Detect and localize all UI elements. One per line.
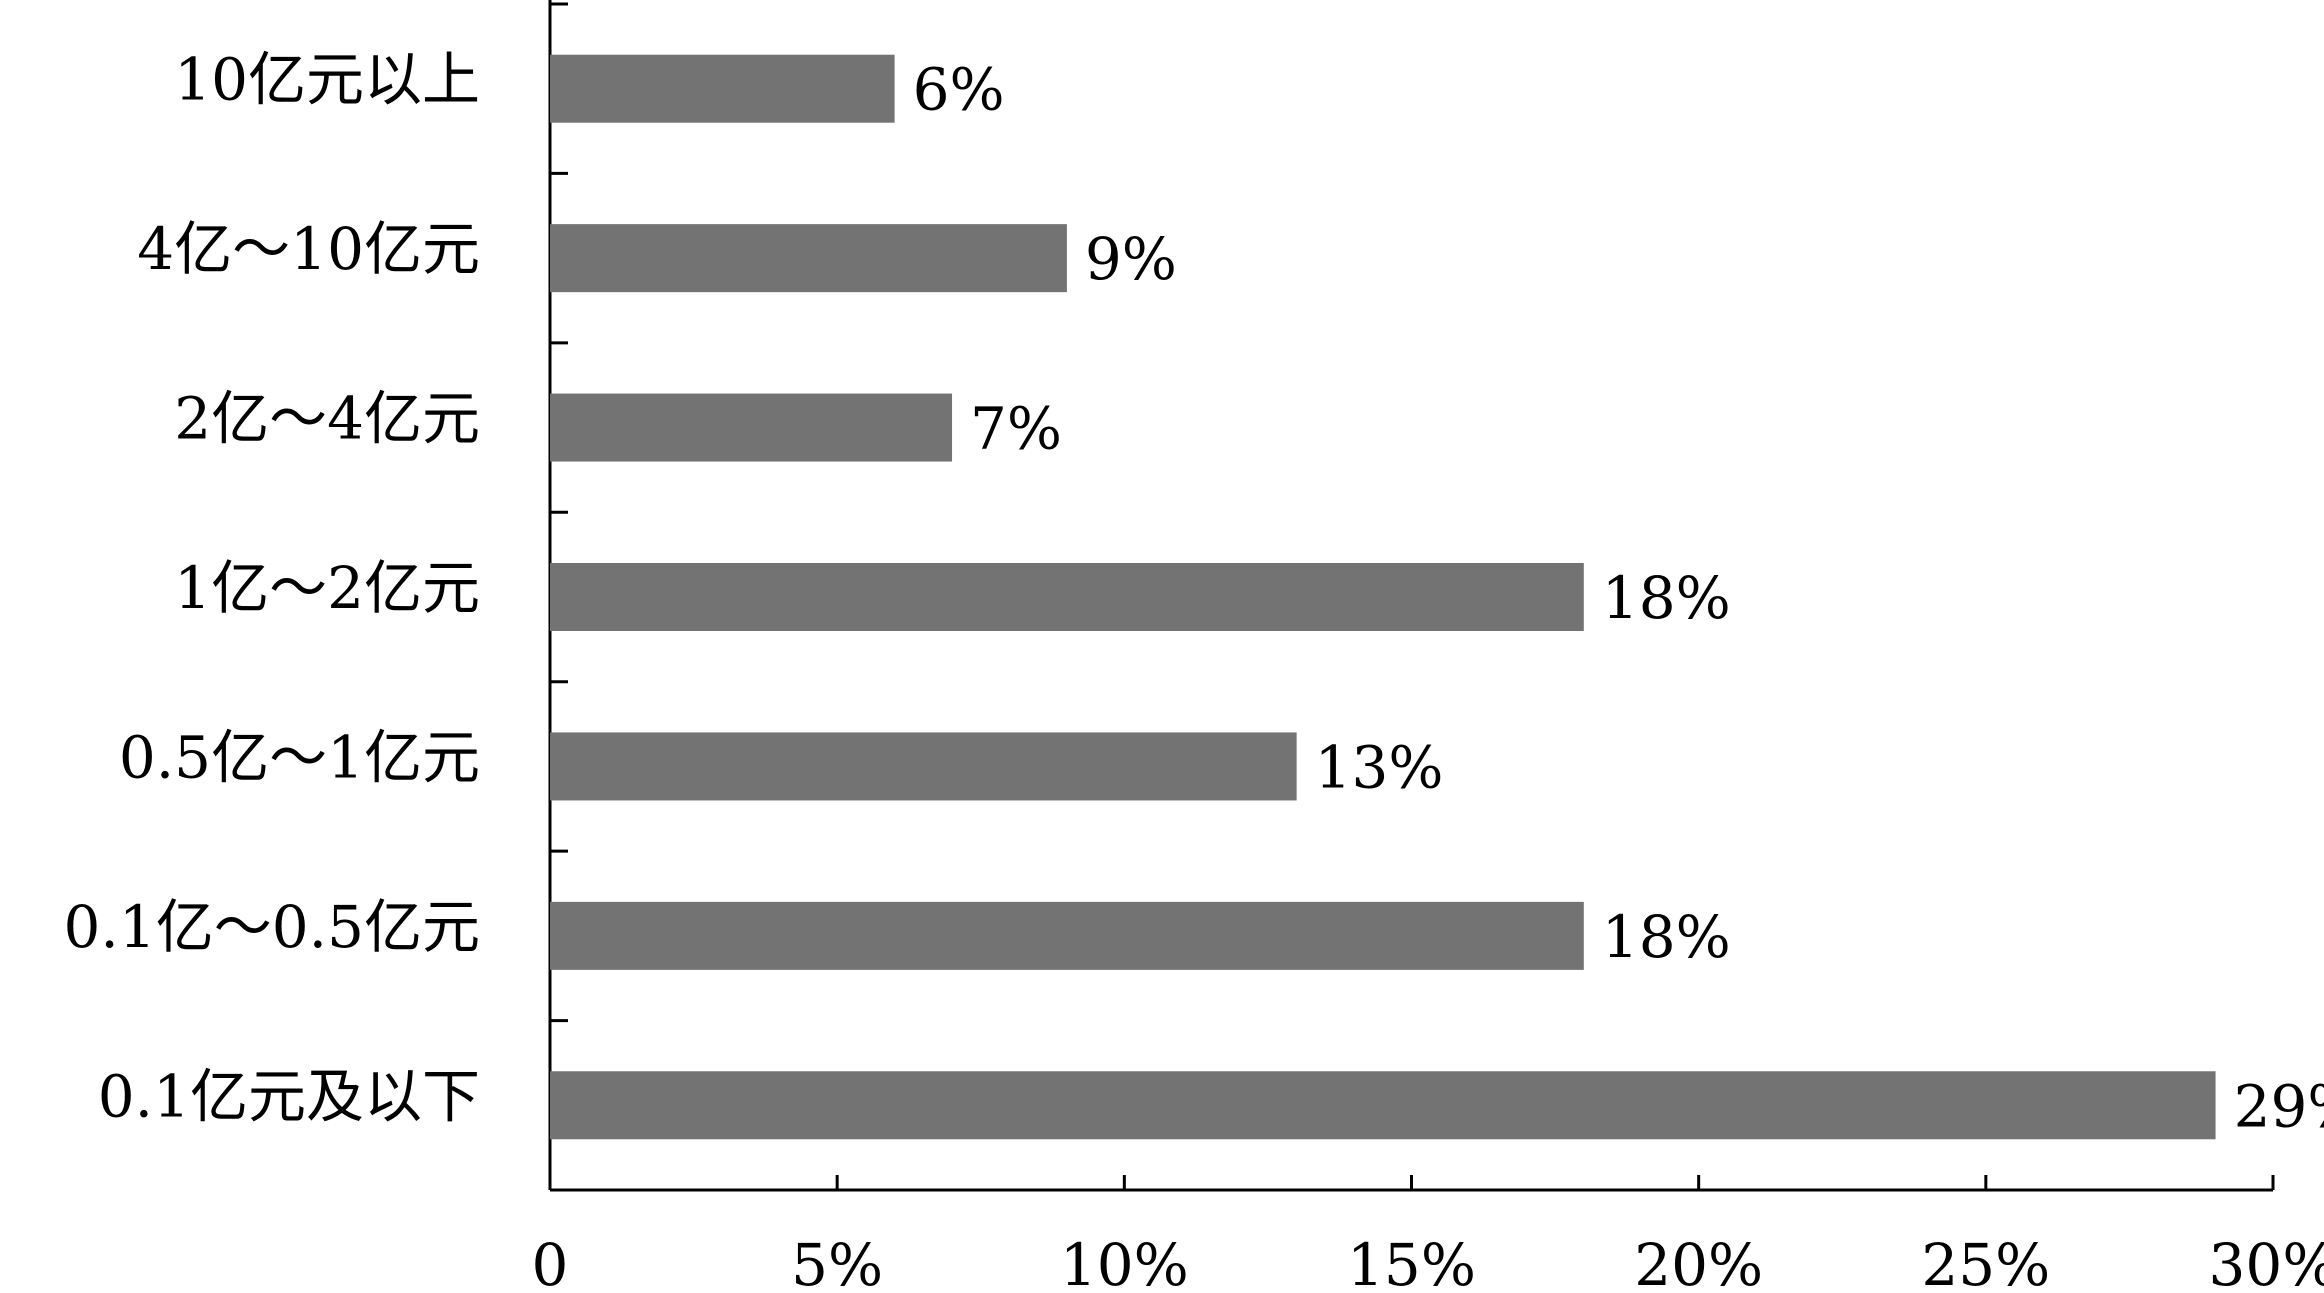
bar [550,224,1067,293]
bar [550,901,1584,970]
data-label: 13% [1315,733,1444,801]
x-tick-label: 15% [1347,1231,1476,1293]
y-tick-label: 4亿～10亿元 [137,215,480,283]
data-label: 18% [1602,903,1731,971]
data-label: 29% [2234,1072,2324,1140]
data-label: 7% [970,395,1062,463]
bar [550,54,895,123]
data-label: 18% [1602,564,1731,632]
x-tick-label: 20% [1634,1231,1763,1293]
x-tick-label: 25% [1921,1231,2050,1293]
y-tick-label: 1亿～2亿元 [174,554,480,622]
x-tick-label: 5% [791,1231,883,1293]
data-label: 9% [1085,225,1177,293]
x-tick-label: 10% [1060,1231,1189,1293]
y-tick-label: 0.5亿～1亿元 [119,723,480,791]
bar [550,393,953,462]
y-tick-label: 0.1亿元及以下 [98,1062,480,1130]
y-tick-label: 2亿～4亿元 [174,385,480,453]
bar [550,563,1584,631]
y-tick-label: 0.1亿～0.5亿元 [64,893,480,961]
x-tick-label: 0 [532,1231,569,1293]
bar [550,732,1297,801]
data-label: 6% [913,56,1005,124]
bar [550,1071,2216,1140]
x-tick-label: 30% [2209,1231,2324,1293]
y-tick-label: 10亿元以上 [174,46,480,114]
